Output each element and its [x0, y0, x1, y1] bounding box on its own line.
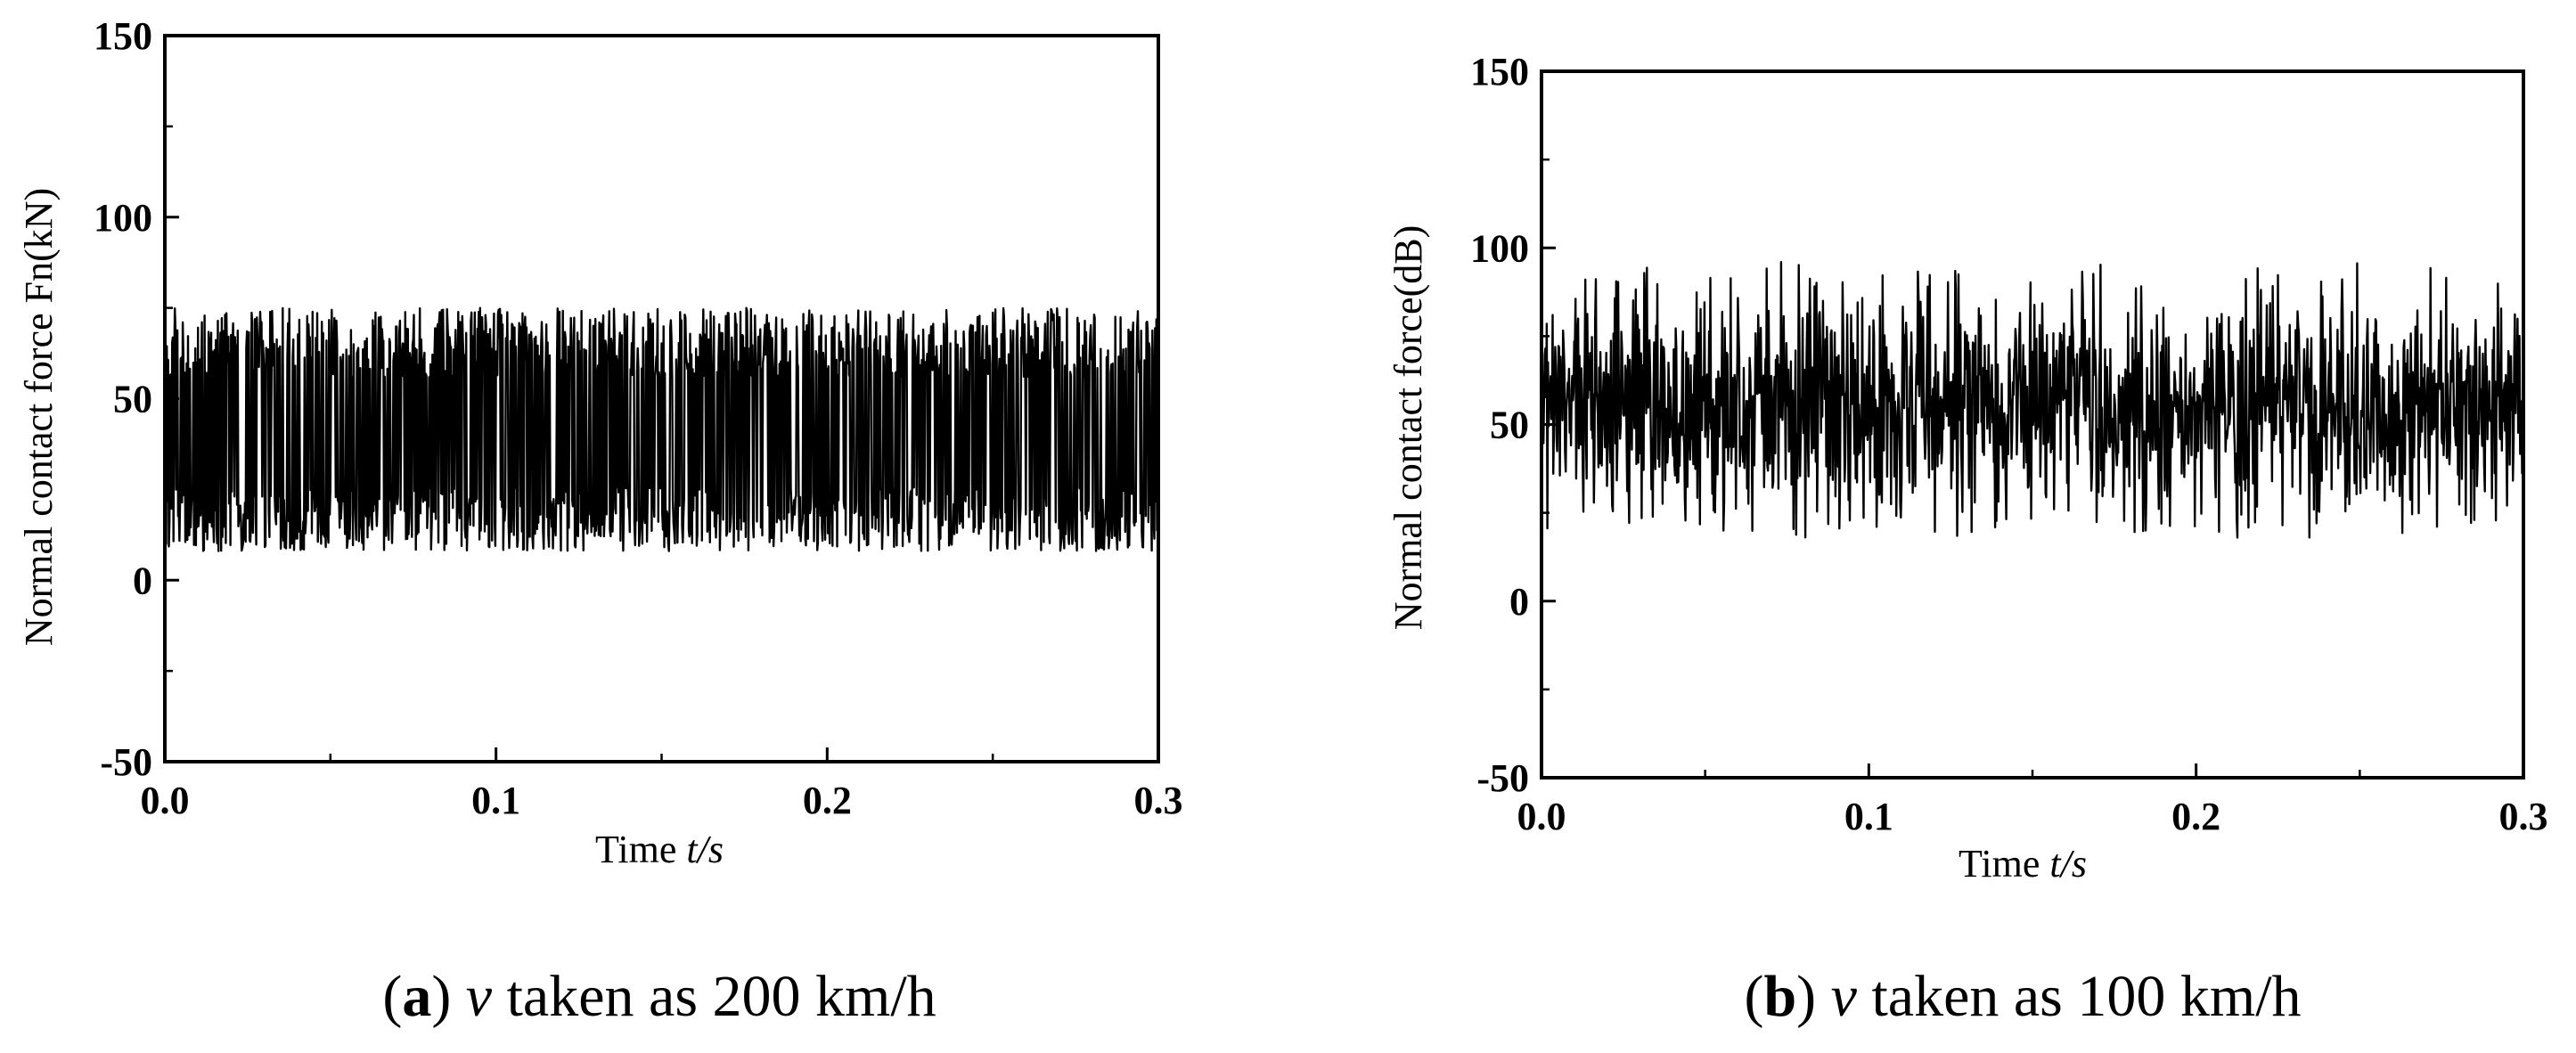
panel-a-caption: (a) v taken as 200 km/h [382, 964, 936, 1029]
panel-b-caption-text: taken as 100 km/h [1857, 964, 2302, 1029]
panel-a-y-tick-label: 100 [94, 196, 152, 240]
panel-b-y-tick-label: 0 [1509, 580, 1529, 624]
panel-b-x-axis-title-suffix: /s [2058, 842, 2087, 886]
panel-a-x-tick-label: 0.3 [1134, 779, 1183, 822]
panel-a-x-tick-label: 0.0 [141, 779, 190, 822]
panel-a-caption-letter: a [402, 964, 431, 1029]
panel-a-x-axis-title-prefix: Time [595, 828, 686, 871]
panel-a-caption-text: taken as 200 km/h [492, 964, 936, 1029]
panel-b-caption-open: ( [1744, 964, 1763, 1029]
panel-b-x-axis-title: Time t/s [1959, 842, 2087, 886]
panel-a-x-tick-label: 0.2 [803, 779, 852, 822]
panel-b-x-axis-title-prefix: Time [1959, 842, 2049, 886]
panel-b-caption-close: ) [1796, 964, 1830, 1029]
panel-a-y-tick-label: -50 [100, 740, 152, 784]
panel-a-x-tick-label: 0.1 [471, 779, 520, 822]
panel-b: -50 0 50 100 150 0.0 0.1 0.2 0.3 Normal contact … [1386, 50, 2548, 1029]
panel-b-y-tick-label: 150 [1470, 50, 1529, 94]
panel-a-x-axis-title-suffix: /s [695, 828, 724, 871]
panel-a-caption-close: ) [431, 964, 465, 1029]
panel-b-y-tick-label: -50 [1476, 756, 1529, 800]
panel-b-caption-letter: b [1763, 964, 1796, 1029]
panel-a-y-axis-title: Normal contact force Fn(kN) [17, 188, 61, 646]
panel-a-y-tick-label: 0 [133, 559, 152, 602]
panel-a-x-axis-title: Time t/s [595, 828, 724, 871]
panel-b-x-tick-label: 0.1 [1844, 795, 1893, 838]
panel-b-x-axis-title-symbol: t [2049, 842, 2062, 886]
panel-b-x-tick-label: 0.0 [1517, 795, 1566, 838]
panel-a-plot-area: -50 0 50 100 150 0.0 0.1 0.2 0.3 [94, 14, 1183, 822]
panel-a-series-line [163, 306, 1160, 552]
panel-a-y-tick-label: 50 [113, 378, 152, 421]
panel-a-y-tick-label: 150 [94, 14, 152, 58]
panel-b-x-tick-label: 0.2 [2171, 795, 2220, 838]
panel-a-caption-variable: v [466, 964, 493, 1029]
panel-b-y-tick-label: 100 [1470, 226, 1529, 270]
panel-b-y-axis-title: Normal contact force(dB) [1386, 225, 1430, 630]
panel-b-caption: (b) v taken as 100 km/h [1744, 964, 2301, 1029]
panel-b-caption-variable: v [1831, 964, 1858, 1029]
panel-a-x-axis-title-symbol: t [686, 828, 699, 871]
panel-b-y-tick-label: 50 [1490, 404, 1529, 447]
panel-b-plot-area: -50 0 50 100 150 0.0 0.1 0.2 0.3 [1470, 50, 2548, 838]
panel-a-caption-open: ( [382, 964, 402, 1029]
panel-a: -50 0 50 100 150 0.0 0.1 0.2 0.3 Normal contact … [17, 14, 1183, 1029]
panel-b-series-line [1540, 261, 2525, 539]
panel-b-x-tick-label: 0.3 [2499, 795, 2548, 838]
